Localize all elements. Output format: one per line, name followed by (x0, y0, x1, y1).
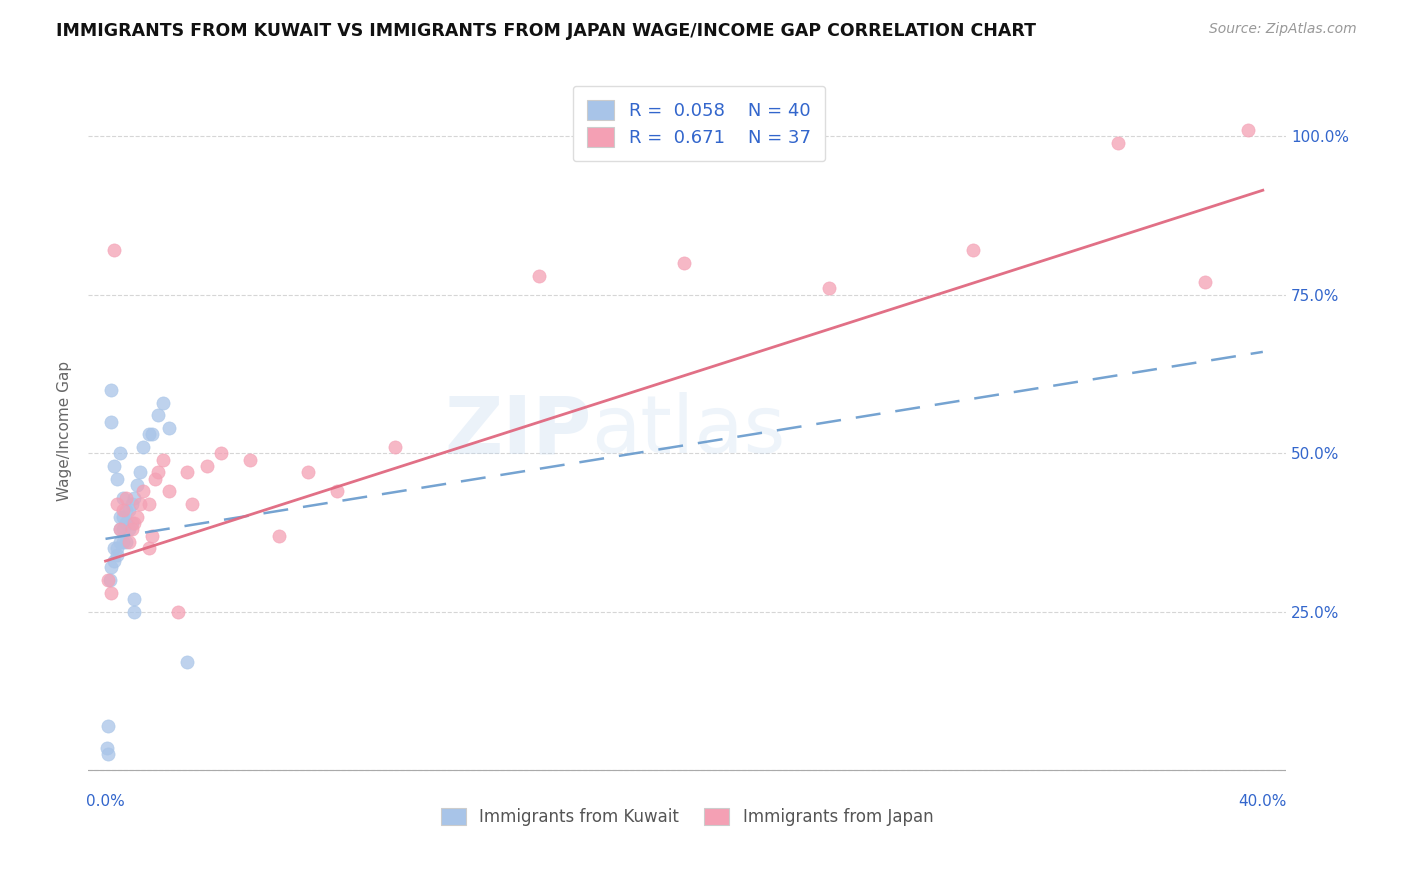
Point (146, 409, 169, 423)
Point (108, 522, 131, 536)
Point (111, 509, 134, 524)
Point (138, 541, 160, 556)
Point (111, 491, 134, 505)
Point (166, 605, 188, 619)
Point (121, 497, 143, 511)
Point (962, 244, 984, 258)
Point (118, 503, 141, 517)
Point (111, 503, 134, 517)
Point (141, 427, 163, 442)
Point (100, 383, 122, 397)
Point (105, 497, 128, 511)
Point (129, 497, 152, 511)
Point (297, 465, 319, 479)
Point (157, 421, 180, 435)
Point (127, 509, 149, 524)
Point (121, 516, 143, 530)
Point (195, 458, 218, 473)
Point (96, 741, 118, 756)
Point (141, 529, 163, 543)
Point (108, 446, 131, 460)
Point (103, 554, 125, 568)
Point (114, 516, 136, 530)
Point (97, 573, 120, 587)
Point (129, 465, 152, 479)
Point (181, 497, 204, 511)
Point (132, 440, 155, 454)
Point (111, 522, 134, 536)
Text: IMMIGRANTS FROM KUWAIT VS IMMIGRANTS FROM JAPAN WAGE/INCOME GAP CORRELATION CHAR: IMMIGRANTS FROM KUWAIT VS IMMIGRANTS FRO… (56, 22, 1036, 40)
Point (384, 440, 406, 454)
Point (108, 509, 131, 524)
Point (114, 535, 136, 549)
Point (143, 472, 166, 486)
Point (326, 484, 349, 499)
Point (108, 522, 131, 536)
Point (97, 719, 120, 733)
Point (1107, 136, 1129, 150)
Point (529, 268, 551, 283)
Text: atlas: atlas (592, 392, 786, 470)
Point (176, 656, 198, 670)
Point (124, 491, 146, 505)
Point (673, 256, 696, 270)
Legend: Immigrants from Kuwait, Immigrants from Japan: Immigrants from Kuwait, Immigrants from … (433, 800, 942, 835)
Point (152, 452, 174, 467)
Point (1194, 275, 1216, 289)
Point (105, 472, 128, 486)
Point (138, 497, 160, 511)
Point (138, 427, 160, 442)
Point (118, 522, 141, 536)
Text: Source: ZipAtlas.com: Source: ZipAtlas.com (1209, 22, 1357, 37)
Point (98, 573, 121, 587)
Text: ZIP: ZIP (444, 392, 592, 470)
Point (132, 484, 155, 499)
Point (176, 465, 198, 479)
Point (100, 415, 122, 429)
Point (209, 446, 232, 460)
Point (103, 541, 125, 556)
Point (114, 503, 136, 517)
Point (105, 541, 128, 556)
Point (124, 605, 146, 619)
Point (108, 535, 131, 549)
Point (111, 535, 134, 549)
Y-axis label: Wage/Income Gap: Wage/Income Gap (58, 361, 72, 501)
Point (152, 395, 174, 409)
Point (103, 244, 125, 258)
Point (1237, 123, 1260, 137)
Point (269, 529, 291, 543)
Point (105, 548, 128, 562)
Point (103, 458, 125, 473)
Point (239, 452, 262, 467)
Point (817, 281, 839, 295)
Point (157, 484, 180, 499)
Point (124, 592, 146, 607)
Point (127, 478, 149, 492)
Point (118, 535, 141, 549)
Point (114, 491, 136, 505)
Point (124, 516, 146, 530)
Point (100, 560, 122, 574)
Point (100, 585, 122, 599)
Point (97, 747, 120, 762)
Point (121, 522, 143, 536)
Point (146, 465, 169, 479)
